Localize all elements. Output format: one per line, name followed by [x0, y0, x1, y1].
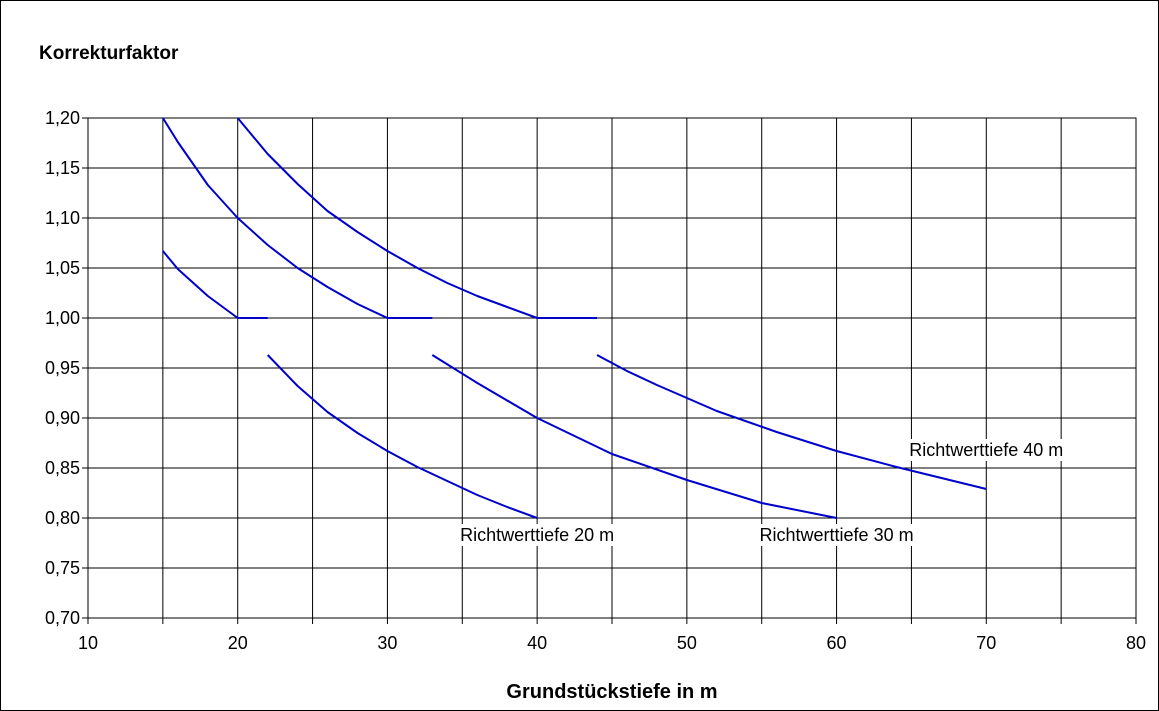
curve-annotation: Richtwerttiefe 20 m	[460, 525, 614, 545]
annotation-background	[457, 524, 618, 546]
x-tick-label: 70	[976, 633, 996, 653]
annotation-background	[756, 524, 917, 546]
y-axis-title: Korrekturfaktor	[39, 43, 179, 64]
annotation-background	[906, 439, 1067, 461]
curve-annotation: Richtwerttiefe 30 m	[760, 525, 914, 545]
annotations: Richtwerttiefe 20 m Richtwerttiefe 30 m Ri…	[457, 439, 1067, 546]
x-tick-label: 60	[827, 633, 847, 653]
series-line-5	[236, 117, 597, 319]
x-tick-label: 30	[377, 633, 397, 653]
x-axis-title: Grundstückstiefe in m	[506, 681, 717, 703]
x-tick-label: 20	[228, 633, 248, 653]
y-tick-label: 0,75	[45, 558, 80, 578]
y-tick-label: 1,00	[45, 308, 80, 328]
grid	[87, 117, 1137, 619]
tick-labels: 0,70 0,75 0,80 0,85 0,90 0,95 1,00 1,05 1,10 1,15…	[45, 108, 1146, 653]
y-tick-label: 1,15	[45, 158, 80, 178]
series-line-4	[431, 354, 837, 519]
y-tick-label: 1,10	[45, 208, 80, 228]
x-tick-label: 50	[677, 633, 697, 653]
x-tick-label: 10	[78, 633, 98, 653]
curve-annotation: Richtwerttiefe 40 m	[909, 440, 1063, 460]
y-tick-label: 1,20	[45, 108, 80, 128]
series-line-2	[266, 354, 538, 519]
series-line-3	[162, 117, 433, 319]
series-line-1	[162, 250, 268, 319]
series-line-6	[596, 354, 987, 490]
x-tick-label: 40	[527, 633, 547, 653]
y-tick-label: 0,70	[45, 608, 80, 628]
y-tick-label: 0,80	[45, 508, 80, 528]
y-tick-label: 1,05	[45, 258, 80, 278]
y-tick-label: 0,85	[45, 458, 80, 478]
series-lines	[162, 117, 987, 519]
x-tick-label: 80	[1126, 633, 1146, 653]
y-tick-label: 0,95	[45, 358, 80, 378]
y-tick-label: 0,90	[45, 408, 80, 428]
